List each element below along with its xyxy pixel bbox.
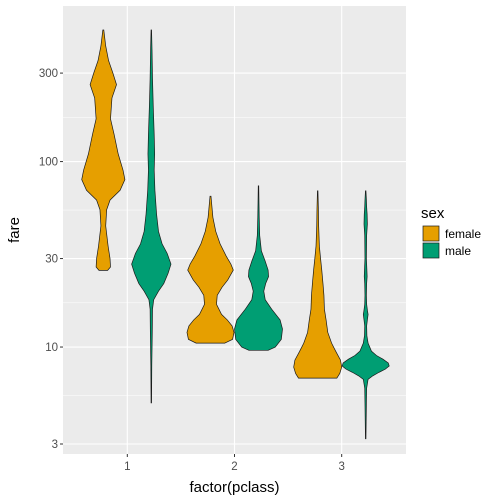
x-tick-label: 3 bbox=[338, 461, 344, 473]
violin-male-class-1 bbox=[131, 29, 172, 404]
x-axis: 1 2 3 bbox=[124, 454, 345, 473]
y-axis-title: fare bbox=[6, 217, 23, 243]
x-tick-label: 1 bbox=[124, 461, 130, 473]
y-tick-label: 100 bbox=[39, 157, 58, 169]
y-axis: 3 10 30 100 300 bbox=[39, 68, 63, 451]
legend: sex female male bbox=[421, 205, 481, 259]
violin-female-class-2 bbox=[186, 195, 235, 344]
violin-male-class-3 bbox=[341, 190, 390, 440]
y-tick-label: 3 bbox=[52, 439, 58, 451]
legend-title: sex bbox=[421, 205, 445, 222]
violins bbox=[81, 29, 390, 440]
violin-female-class-1 bbox=[81, 29, 126, 271]
legend-key-female bbox=[422, 225, 440, 242]
legend-label-male: male bbox=[445, 244, 471, 258]
violin-female-class-3 bbox=[293, 190, 343, 379]
x-tick-label: 2 bbox=[231, 461, 237, 473]
x-axis-title: factor(pclass) bbox=[189, 479, 279, 496]
violin-male-class-2 bbox=[234, 185, 283, 351]
y-tick-label: 30 bbox=[45, 254, 58, 266]
legend-key-male bbox=[422, 242, 440, 259]
legend-label-female: female bbox=[445, 227, 481, 241]
y-tick-label: 10 bbox=[45, 342, 58, 354]
y-tick-label: 300 bbox=[39, 68, 58, 80]
